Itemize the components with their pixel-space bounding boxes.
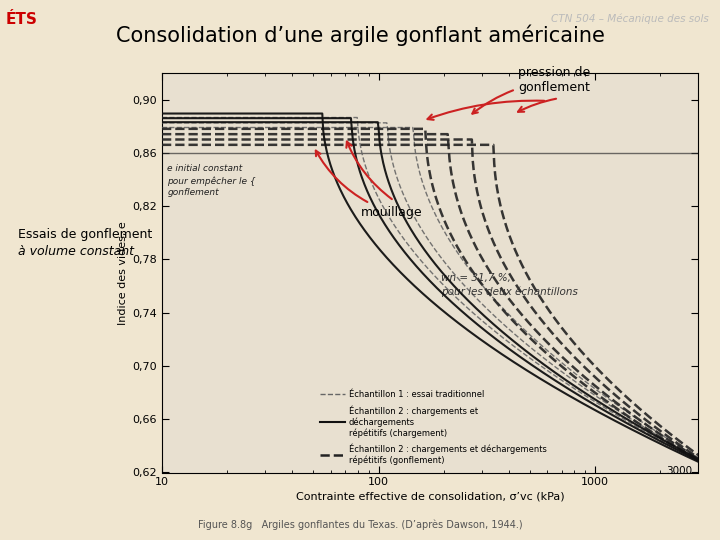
Legend: Échantillon 1 : essai traditionnel, Échantillon 2 : chargements et
déchargements: Échantillon 1 : essai traditionnel, Écha… [316,387,550,468]
Text: e initial constant
pour empêcher le {
gonflement: e initial constant pour empêcher le { go… [167,164,256,198]
Text: wn = 31,7 %,
pour les deux échantillons: wn = 31,7 %, pour les deux échantillons [441,273,578,296]
Text: mouillage: mouillage [316,151,423,219]
X-axis label: Contrainte effective de consolidation, σ’vc (kPa): Contrainte effective de consolidation, σ… [296,491,564,502]
Text: Consolidation d’une argile gonflant américaine: Consolidation d’une argile gonflant amér… [116,24,604,46]
Text: Figure 8.8g   Argiles gonflantes du Texas. (D’après Dawson, 1944.): Figure 8.8g Argiles gonflantes du Texas.… [198,520,522,530]
Text: Essais de gonflement: Essais de gonflement [18,228,152,241]
Text: 3000: 3000 [666,466,692,476]
Text: à volume constant: à volume constant [18,245,134,258]
Text: ÉTS: ÉTS [6,12,37,27]
Text: CTN 504 – Mécanique des sols: CTN 504 – Mécanique des sols [552,14,709,24]
Text: pression de
gonflement: pression de gonflement [472,66,590,113]
Y-axis label: Indice des vides, e: Indice des vides, e [118,221,128,325]
